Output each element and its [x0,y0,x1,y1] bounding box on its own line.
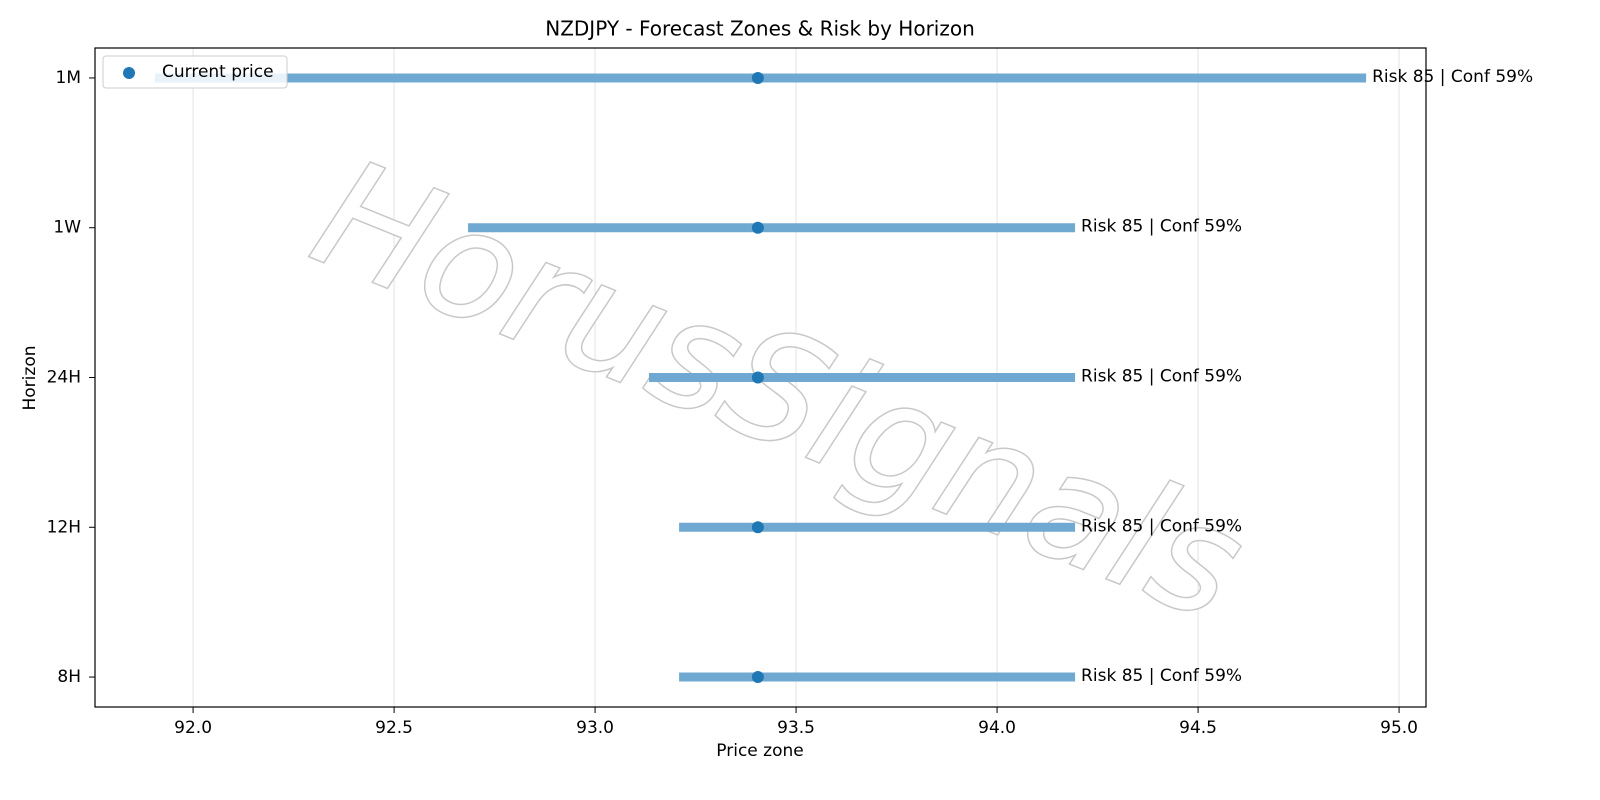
y-tick-label: 12H [47,517,81,537]
x-tick-label: 93.0 [576,718,614,738]
plot-frame [94,47,1427,708]
risk-annotation: Risk 85 | Conf 59% [1081,217,1242,237]
y-tick-label: 24H [47,368,81,388]
current-price-marker [751,671,764,684]
y-tick-label: 1M [56,68,81,88]
current-price-marker [751,221,764,234]
risk-annotation: Risk 85 | Conf 59% [1372,67,1533,87]
legend-marker [123,67,135,79]
x-axis-label: Price zone [716,741,803,761]
y-tick-label: 8H [57,667,81,687]
legend-box [102,55,288,89]
risk-annotation: Risk 85 | Conf 59% [1081,516,1242,536]
x-tick-label: 92.5 [375,718,413,738]
current-price-marker [751,521,764,534]
chart-title: NZDJPY - Forecast Zones & Risk by Horizo… [545,17,975,41]
current-price-marker [751,371,764,384]
x-tick-label: 94.0 [978,718,1016,738]
risk-annotation: Risk 85 | Conf 59% [1081,666,1242,686]
risk-annotation: Risk 85 | Conf 59% [1081,367,1242,387]
x-tick-label: 94.5 [1179,718,1217,738]
x-tick-label: 92.0 [174,718,212,738]
x-tick-label: 95.0 [1380,718,1418,738]
watermark: HorusSignals [293,127,1265,655]
x-tick-label: 93.5 [777,718,815,738]
legend-label: Current price [162,62,274,82]
y-tick-label: 1W [53,218,81,238]
current-price-marker [751,71,764,84]
y-axis-label: Horizon [20,346,40,411]
